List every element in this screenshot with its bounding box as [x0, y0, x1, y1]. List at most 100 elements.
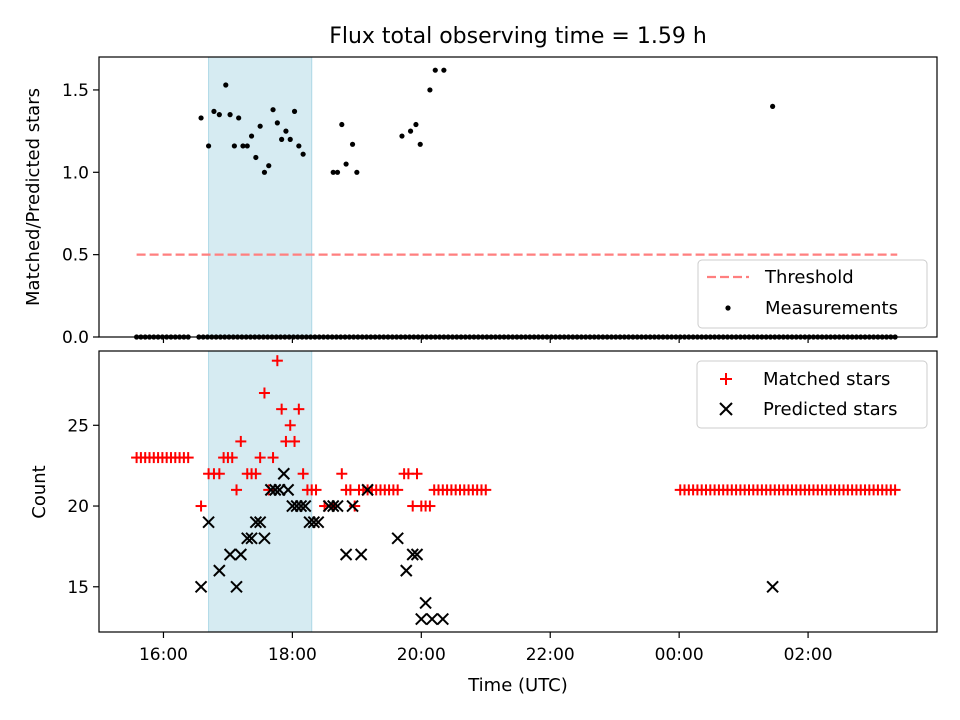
predicted-star-point [339, 548, 353, 561]
matched-star-point [284, 419, 296, 431]
legend-threshold-label: Threshold [764, 267, 854, 288]
measurement-point [231, 143, 237, 149]
matched-star-point [231, 484, 243, 496]
matched-star-point [889, 484, 901, 496]
legend-measurements-label: Measurements [765, 298, 898, 319]
bottom-legend-frame [696, 360, 928, 429]
top-legend: Threshold Measurements [697, 259, 928, 329]
measurement-point [270, 107, 276, 113]
predicted-star-point [202, 515, 215, 529]
measurement-point [283, 128, 289, 134]
top-y-tick-label: 1.0 [62, 163, 89, 183]
predicted-star-point [425, 612, 439, 626]
predicted-star-point [241, 532, 254, 545]
chart-title: Flux total observing time = 1.59 h [329, 24, 707, 49]
measurement-point [227, 112, 233, 118]
predicted-star-point [436, 612, 450, 626]
measurement-point [223, 82, 229, 88]
matched-star-point [182, 452, 194, 464]
predicted-star-point [307, 515, 321, 529]
matched-star-point [424, 500, 436, 512]
measurement-point [349, 141, 356, 147]
predicted-stars-points [194, 467, 779, 626]
matched-star-point [250, 468, 262, 480]
predicted-star-point [194, 580, 208, 593]
bottom-axes: 15 20 25 16:00 18:00 20:00 22:00 00:00 02:00 Co… [29, 350, 938, 696]
predicted-star-point [354, 548, 368, 561]
bottom-x-tick-label: 16:00 [139, 645, 188, 665]
predicted-star-point [281, 483, 295, 497]
top-y-axis-label: Matched/Predicted stars [23, 88, 44, 306]
top-y-tick-label: 0.5 [62, 246, 89, 266]
measurement-point [253, 154, 259, 161]
top-y-ticks: 0.0 0.5 1.0 1.5 [62, 81, 99, 348]
measurement-point [216, 112, 222, 118]
legend-predicted-swatch [719, 402, 733, 416]
legend-measurements-swatch [725, 305, 731, 311]
matched-stars-points [131, 355, 901, 512]
predicted-star-point [361, 483, 374, 497]
matched-star-point [293, 403, 305, 415]
predicted-star-point [311, 515, 325, 529]
measurement-point [205, 143, 212, 149]
bottom-y-axis-label: Count [29, 465, 50, 518]
matched-star-point [267, 452, 279, 464]
matched-star-point [226, 452, 238, 464]
measurement-point [266, 163, 272, 169]
bottom-x-ticks: 16:00 18:00 20:00 22:00 00:00 02:00 [139, 632, 833, 665]
predicted-star-point [299, 499, 312, 513]
bottom-x-tick-label: 18:00 [268, 645, 317, 665]
top-legend-frame [697, 259, 928, 329]
top-axes: 0.0 0.5 1.0 1.5 Matched/Predicted stars Thr… [23, 56, 938, 348]
measurement-point [300, 151, 306, 157]
top-shaded-region [208, 56, 313, 338]
measurement-point [330, 169, 336, 175]
matched-star-point [213, 468, 225, 480]
measurement-point [261, 169, 268, 175]
predicted-star-point [245, 532, 258, 545]
matched-star-point [271, 355, 283, 367]
measurement-point [274, 120, 280, 126]
bottom-y-tick-label: 20 [67, 497, 89, 517]
measurement-point [198, 115, 204, 121]
predicted-star-point [391, 532, 404, 545]
measurement-point [236, 115, 242, 121]
measurement-point [257, 123, 263, 129]
predicted-star-point [406, 548, 419, 561]
legend-predicted-label: Predicted stars [763, 399, 897, 420]
matched-star-point [289, 435, 301, 447]
matched-star-point [195, 500, 207, 512]
matched-star-point [254, 452, 266, 464]
matched-star-point [480, 484, 492, 496]
predicted-star-point [253, 515, 267, 529]
bottom-legend: Matched stars Predicted stars [696, 360, 928, 429]
measurement-point [417, 141, 423, 147]
top-y-tick-label: 1.5 [62, 81, 89, 101]
predicted-star-point [234, 548, 248, 561]
matched-star-point [411, 468, 423, 480]
matched-star-point [297, 468, 309, 480]
matched-star-point [258, 387, 270, 399]
measurement-point [244, 143, 250, 149]
bottom-x-tick-label: 00:00 [655, 645, 704, 665]
predicted-star-point [410, 548, 424, 561]
predicted-star-point [258, 532, 271, 545]
measurement-point [407, 128, 414, 134]
predicted-star-point [766, 580, 779, 593]
predicted-star-point [346, 499, 359, 513]
matched-star-point [235, 435, 247, 447]
bottom-x-tick-label: 20:00 [397, 645, 446, 665]
measurement-point [248, 133, 255, 139]
measurement-point [291, 108, 298, 114]
bottom-axes-frame [98, 350, 938, 633]
predicted-star-point [230, 580, 243, 593]
predicted-star-point [419, 596, 432, 610]
measurement-point [354, 169, 360, 175]
x-axis-label: Time (UTC) [467, 675, 568, 696]
predicted-star-point [400, 564, 413, 577]
measurement-point [279, 136, 285, 142]
predicted-star-point [268, 483, 282, 497]
measurement-point [432, 67, 438, 73]
